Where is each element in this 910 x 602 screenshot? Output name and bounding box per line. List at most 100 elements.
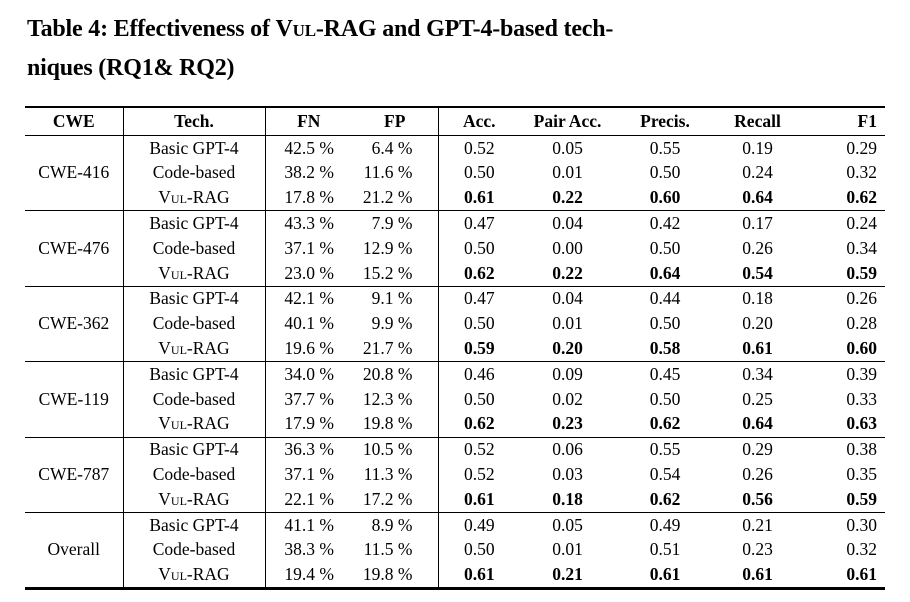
col-header-acc: Acc. <box>438 107 520 136</box>
f1-cell: 0.62 <box>800 185 885 212</box>
caption-text-part2: and GPT-4-based tech- <box>376 16 614 42</box>
pair-acc-cell: 0.22 <box>520 185 615 212</box>
tech-cell: Basic GPT-4 <box>123 135 266 161</box>
precis-cell: 0.44 <box>649 288 681 309</box>
fn-cell: 19.6 % <box>265 336 352 363</box>
tech-cell: Vul-RAG <box>123 487 266 513</box>
cwe-cell: CWE-119 <box>25 361 124 438</box>
acc-cell: 0.50 <box>463 237 495 258</box>
tech-cell: Vul-RAG <box>123 336 266 363</box>
col-header-recall: Recall <box>715 107 800 136</box>
precis-cell: 0.55 <box>649 439 681 460</box>
acc-cell: 0.61 <box>438 562 520 590</box>
precis-cell: 0.58 <box>615 336 715 363</box>
f1-cell: 0.30 <box>846 514 877 535</box>
pair-acc-cell: 0.20 <box>520 336 615 363</box>
fp-cell: 15.2 % <box>352 260 439 287</box>
recall-cell: 0.17 <box>742 213 773 234</box>
table-row: Code-based 38.2 % 11.6 % 0.50 0.01 0.50 0.24 0.… <box>25 160 885 186</box>
fn-cell: 17.9 % <box>265 411 352 438</box>
pair-acc-cell: 0.06 <box>552 439 583 460</box>
acc-cell: 0.50 <box>463 313 495 334</box>
fn-cell: 37.1 % <box>284 237 334 258</box>
f1-cell: 0.38 <box>846 439 877 460</box>
fp-cell: 7.9 % <box>352 210 439 237</box>
precis-cell: 0.62 <box>615 487 715 513</box>
pair-acc-cell: 0.21 <box>520 562 615 590</box>
col-header-cwe: CWE <box>25 107 124 136</box>
f1-cell: 0.29 <box>846 137 877 158</box>
recall-cell: 0.20 <box>742 313 773 334</box>
tech-cell: Basic GPT-4 <box>123 512 266 538</box>
pair-acc-cell: 0.23 <box>520 411 615 438</box>
f1-cell: 0.63 <box>800 411 885 438</box>
precis-cell: 0.50 <box>649 313 681 334</box>
fn-cell: 42.1 % <box>284 288 334 309</box>
fn-cell: 22.1 % <box>265 487 352 513</box>
results-table-body: CWE-416 Basic GPT-4 42.5 % 6.4 % 0.52 0.05 0.5… <box>25 135 885 590</box>
f1-cell: 0.35 <box>846 464 877 484</box>
caption-text-part1: Table 4: Effectiveness of <box>27 16 276 42</box>
precis-cell: 0.50 <box>649 237 681 258</box>
recall-cell: 0.64 <box>715 185 800 212</box>
table-row: CWE-362 Basic GPT-4 42.1 % 9.1 % 0.47 0.04 0.4… <box>25 286 885 363</box>
recall-cell: 0.21 <box>742 514 773 535</box>
tech-cell: Basic GPT-4 <box>123 437 266 463</box>
col-header-pair-acc: Pair Acc. <box>520 107 615 136</box>
col-header-f1: F1 <box>800 107 885 136</box>
fp-cell: 11.5 % <box>352 537 439 563</box>
fp-cell: 9.1 % <box>352 286 439 312</box>
precis-cell: 0.54 <box>649 464 681 484</box>
vul-rag-name: Vul-RAG <box>275 16 377 42</box>
table-row: Vul-RAG 17.8 % 21.2 % 0.61 0.22 0.60 0.64 0.62 <box>25 185 885 212</box>
col-header-fp: FP <box>352 107 439 136</box>
acc-cell: 0.47 <box>463 213 495 234</box>
recall-cell: 0.24 <box>742 162 773 183</box>
fp-cell: 11.3 % <box>352 462 439 488</box>
f1-cell: 0.33 <box>846 388 877 409</box>
table-row: Vul-RAG 19.6 % 21.7 % 0.59 0.20 0.58 0.61 0.60 <box>25 336 885 363</box>
pair-acc-cell: 0.00 <box>552 237 583 258</box>
table-row: Vul-RAG 22.1 % 17.2 % 0.61 0.18 0.62 0.56 0.59 <box>25 487 885 513</box>
table-row: Code-based 37.1 % 12.9 % 0.50 0.00 0.50 0.26 0.… <box>25 236 885 261</box>
precis-cell: 0.45 <box>649 363 681 384</box>
recall-cell: 0.61 <box>715 562 800 590</box>
acc-cell: 0.50 <box>463 162 495 183</box>
fn-cell: 19.4 % <box>265 562 352 590</box>
col-header-fn: FN <box>265 107 352 136</box>
table-header: CWE Tech. FN FP Acc. Pair Acc. Precis. R… <box>25 107 885 136</box>
cwe-cell: CWE-416 <box>25 135 124 212</box>
f1-cell: 0.24 <box>846 213 877 234</box>
pair-acc-cell: 0.01 <box>552 539 583 560</box>
fp-cell: 9.9 % <box>352 311 439 337</box>
pair-acc-cell: 0.09 <box>552 363 583 384</box>
tech-cell: Basic GPT-4 <box>123 286 266 312</box>
caption-text-line2: niques (RQ1& RQ2) <box>27 55 235 81</box>
fp-cell: 11.6 % <box>352 160 439 186</box>
table-row: Vul-RAG 19.4 % 19.8 % 0.61 0.21 0.61 0.61 0.61 <box>25 562 885 590</box>
acc-cell: 0.49 <box>463 514 495 535</box>
acc-cell: 0.46 <box>463 363 495 384</box>
tech-cell: Basic GPT-4 <box>123 210 266 237</box>
precis-cell: 0.49 <box>649 514 681 535</box>
pair-acc-cell: 0.22 <box>520 260 615 287</box>
table-row: CWE-416 Basic GPT-4 42.5 % 6.4 % 0.52 0.05 0.5… <box>25 135 885 212</box>
precis-cell: 0.42 <box>649 213 681 234</box>
pair-acc-cell: 0.04 <box>552 213 583 234</box>
recall-cell: 0.29 <box>742 439 773 460</box>
header-row: CWE Tech. FN FP Acc. Pair Acc. Precis. R… <box>25 107 885 136</box>
f1-cell: 0.59 <box>800 487 885 513</box>
f1-cell: 0.28 <box>846 313 877 334</box>
table-caption: Table 4: Effectiveness of Vul-RAG and GP… <box>27 10 889 88</box>
fn-cell: 37.7 % <box>284 388 334 409</box>
acc-cell: 0.52 <box>463 137 495 158</box>
f1-cell: 0.34 <box>846 237 877 258</box>
pair-acc-cell: 0.01 <box>552 313 583 334</box>
f1-cell: 0.59 <box>800 260 885 287</box>
fn-cell: 41.1 % <box>284 514 334 535</box>
acc-cell: 0.52 <box>463 464 495 484</box>
table-row: Overall Basic GPT-4 41.1 % 8.9 % 0.49 0.05 0.4… <box>25 512 885 590</box>
table-row: CWE-476 Basic GPT-4 43.3 % 7.9 % 0.47 0.04 0.4… <box>25 210 885 287</box>
table-row: Vul-RAG 17.9 % 19.8 % 0.62 0.23 0.62 0.64 0.63 <box>25 411 885 438</box>
fp-cell: 21.7 % <box>352 336 439 363</box>
